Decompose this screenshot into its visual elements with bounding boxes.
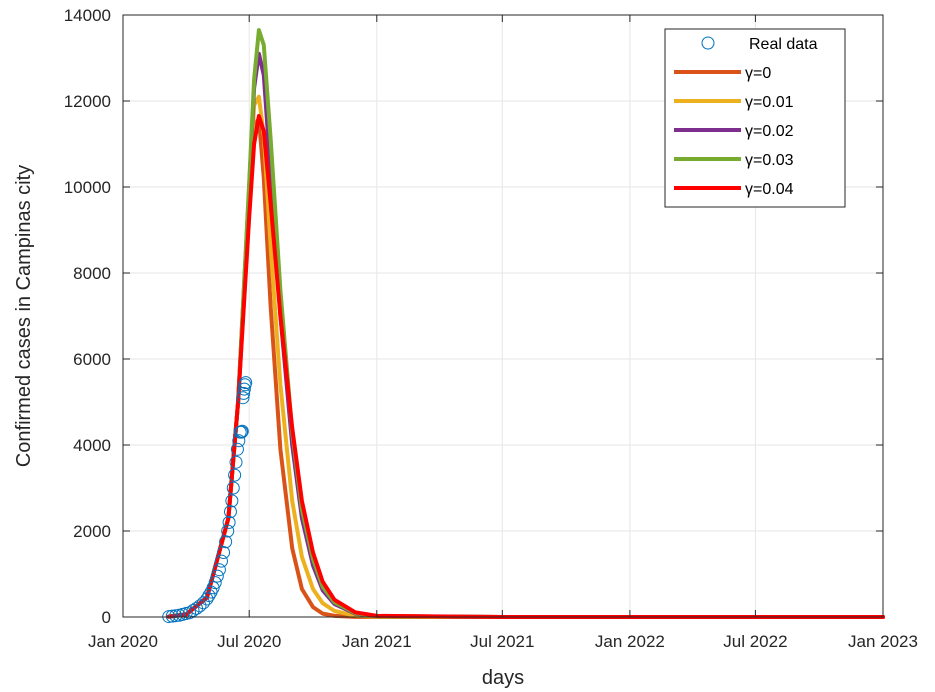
legend-label-real-data: Real data bbox=[749, 36, 818, 53]
real-data-point bbox=[230, 442, 244, 456]
legend-label-gamma-0-03: γ=0.03 bbox=[745, 152, 794, 169]
real-data-point bbox=[193, 599, 207, 613]
real-data-point bbox=[210, 569, 224, 583]
real-data-point bbox=[229, 455, 243, 469]
y-tick-label: 6000 bbox=[73, 350, 111, 369]
legend-marker-real-data bbox=[701, 36, 715, 50]
y-tick-label: 2000 bbox=[73, 522, 111, 541]
real-data-point bbox=[219, 535, 233, 549]
y-tick-label: 14000 bbox=[64, 6, 111, 25]
y-tick-label: 0 bbox=[102, 608, 111, 627]
y-axis-label: Confirmed cases in Campinas city bbox=[13, 165, 35, 467]
y-tick-label: 4000 bbox=[73, 436, 111, 455]
real-data-point bbox=[237, 382, 251, 396]
real-data-point bbox=[212, 563, 226, 577]
real-data-point bbox=[237, 386, 251, 400]
x-tick-label: Jul 2021 bbox=[470, 632, 534, 651]
x-tick-label: Jan 2020 bbox=[88, 632, 158, 651]
x-tick-label: Jul 2022 bbox=[723, 632, 787, 651]
real-data-point bbox=[208, 576, 222, 590]
x-tick-label: Jan 2023 bbox=[848, 632, 918, 651]
real-data-point bbox=[236, 391, 250, 405]
x-tick-label: Jul 2020 bbox=[217, 632, 281, 651]
real-data-point bbox=[202, 589, 216, 602]
y-tick-label: 8000 bbox=[73, 264, 111, 283]
legend: Real data γ=0 γ=0.01 γ=0.02 γ=0.03 γ=0.0… bbox=[664, 28, 846, 208]
real-data-point bbox=[222, 515, 236, 529]
real-data-point bbox=[183, 606, 197, 620]
real-data-point bbox=[239, 376, 253, 390]
real-data-point bbox=[226, 481, 240, 495]
axes: Jan 2020 Jul 2020 Jan 2021 Jul 2021 Jan 2022… bbox=[64, 6, 918, 651]
real-data-point bbox=[165, 609, 179, 623]
x-axis-label: days bbox=[482, 667, 524, 689]
real-data-point bbox=[232, 434, 246, 448]
real-data-point bbox=[235, 424, 249, 438]
real-data-point bbox=[223, 505, 237, 519]
x-tick-label: Jan 2022 bbox=[595, 632, 665, 651]
y-tick-label: 10000 bbox=[64, 178, 111, 197]
real-data-point bbox=[217, 546, 231, 559]
plot-frame bbox=[122, 14, 884, 618]
real-data-point bbox=[228, 468, 242, 482]
legend-label-gamma-0: γ=0 bbox=[745, 65, 771, 82]
legend-label-gamma-0-02: γ=0.02 bbox=[745, 123, 794, 140]
real-data-point bbox=[235, 425, 249, 439]
legend-label-gamma-0-01: γ=0.01 bbox=[745, 94, 794, 111]
real-data-point bbox=[221, 524, 235, 538]
real-data-point bbox=[200, 592, 214, 606]
legend-box bbox=[664, 28, 846, 208]
real-data-point bbox=[225, 494, 239, 508]
x-tick-label: Jan 2021 bbox=[342, 632, 412, 651]
series-line-0-04 bbox=[166, 114, 885, 619]
real-data-point bbox=[169, 609, 183, 623]
y-tick-label: 12000 bbox=[64, 92, 111, 111]
legend-label-gamma-0-04: γ=0.04 bbox=[745, 181, 794, 198]
real-data-point bbox=[214, 554, 228, 568]
